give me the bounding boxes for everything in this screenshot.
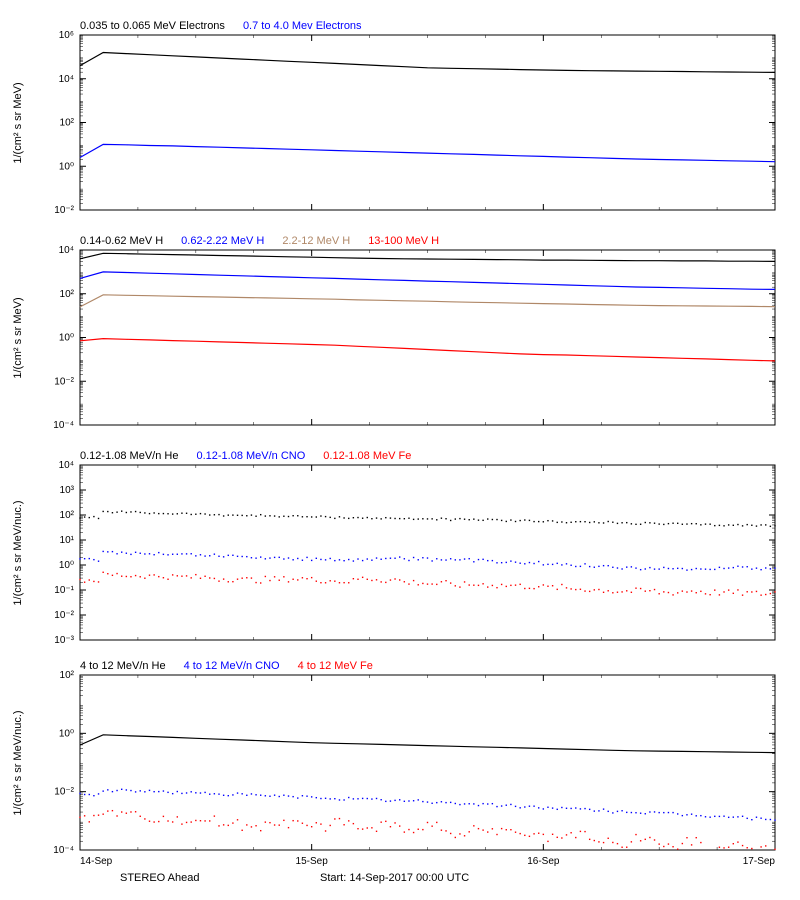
panel-3-legend: 0.12-1.08 MeV/n He 0.12-1.08 MeV/n CNO 0.1… <box>80 449 429 463</box>
y-tick-label: 10⁻² <box>54 205 74 216</box>
series-scatter <box>79 810 775 850</box>
y-tick-label: 10⁻⁴ <box>53 845 74 856</box>
series-line <box>80 53 775 73</box>
y-tick-label: 10⁻² <box>54 787 74 798</box>
panel-2-legend: 0.14-0.62 MeV H 0.62-2.22 MeV H 2.2-12 MeV… <box>80 234 457 248</box>
legend-item: 0.035 to 0.065 MeV Electrons <box>80 20 225 32</box>
y-tick-label: 10⁻³ <box>54 635 74 646</box>
legend-item: 4 to 12 MeV/n CNO <box>184 660 280 672</box>
legend-item: 13-100 MeV H <box>368 235 439 247</box>
y-tick-label: 10⁻⁴ <box>53 420 74 431</box>
panel-1: 10⁻²10⁰10²10⁴10⁶ <box>80 35 775 210</box>
legend-item: 0.12-1.08 MeV/n He <box>80 450 178 462</box>
series-scatter <box>79 572 775 596</box>
y-tick-label: 10² <box>60 118 75 129</box>
panel-4-ylabel: 1/(cm² s sr MeV/nuc.) <box>12 673 24 853</box>
y-tick-label: 10⁻¹ <box>54 585 74 596</box>
x-tick-label: 17-Sep <box>743 856 776 867</box>
legend-item: 0.14-0.62 MeV H <box>80 235 163 247</box>
series-scatter <box>79 510 775 527</box>
y-tick-label: 10² <box>60 510 75 521</box>
y-tick-label: 10⁴ <box>59 460 74 471</box>
chart-container: { "global": { "width": 800, "height": 90… <box>0 0 800 900</box>
legend-item: 2.2-12 MeV H <box>282 235 350 247</box>
series-line <box>80 339 775 361</box>
footer-center: Start: 14-Sep-2017 00:00 UTC <box>320 872 469 884</box>
panel-2: 10⁻⁴10⁻²10⁰10²10⁴ <box>80 250 775 425</box>
y-tick-label: 10⁰ <box>59 728 74 739</box>
y-tick-label: 10⁰ <box>59 161 74 172</box>
y-tick-label: 10⁻² <box>54 376 74 387</box>
panel-4-legend: 4 to 12 MeV/n He 4 to 12 MeV/n CNO 4 to 12… <box>80 659 391 673</box>
panel-3: 10⁻³10⁻²10⁻¹10⁰10¹10²10³10⁴ <box>80 465 775 640</box>
legend-item: 4 to 12 MeV/n He <box>80 660 166 672</box>
series-line <box>80 253 775 261</box>
y-tick-label: 10² <box>60 289 75 300</box>
y-tick-label: 10⁰ <box>59 560 74 571</box>
panel-2-ylabel: 1/(cm² s sr MeV) <box>12 248 24 428</box>
panel-1-ylabel: 1/(cm² s sr MeV) <box>12 33 24 213</box>
panel-1-legend: 0.035 to 0.065 MeV Electrons 0.7 to 4.0 M… <box>80 19 380 33</box>
series-line <box>80 295 775 307</box>
series-line <box>80 735 775 753</box>
y-tick-label: 10⁻² <box>54 610 74 621</box>
panel-4: 10⁻⁴10⁻²10⁰10²14-Sep15-Sep16-Sep17-Sep <box>80 675 775 850</box>
y-tick-label: 10⁶ <box>59 30 74 41</box>
y-tick-label: 10⁴ <box>59 74 74 85</box>
x-tick-label: 15-Sep <box>296 856 329 867</box>
series-line <box>80 144 775 161</box>
legend-item: 0.12-1.08 MeV/n CNO <box>196 450 305 462</box>
y-tick-label: 10¹ <box>60 535 75 546</box>
panel-3-ylabel: 1/(cm² s sr MeV/nuc.) <box>12 463 24 643</box>
legend-item: 4 to 12 MeV Fe <box>298 660 373 672</box>
footer-left: STEREO Ahead <box>120 872 200 884</box>
y-tick-label: 10³ <box>60 485 75 496</box>
y-tick-label: 10⁴ <box>59 245 74 256</box>
legend-item: 0.62-2.22 MeV H <box>181 235 264 247</box>
series-scatter <box>79 551 775 571</box>
y-tick-label: 10⁰ <box>59 333 74 344</box>
series-scatter <box>79 789 775 821</box>
x-tick-label: 16-Sep <box>527 856 560 867</box>
series-line <box>80 272 775 290</box>
x-tick-label: 14-Sep <box>80 856 113 867</box>
y-tick-label: 10² <box>60 670 75 681</box>
legend-item: 0.12-1.08 MeV Fe <box>323 450 411 462</box>
legend-item: 0.7 to 4.0 Mev Electrons <box>243 20 362 32</box>
